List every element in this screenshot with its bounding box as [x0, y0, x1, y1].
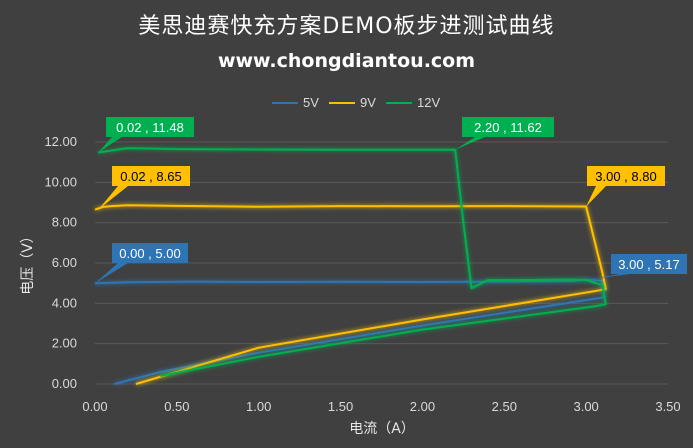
x-tick-label: 2.50 [492, 399, 517, 414]
callout-pointer [455, 137, 485, 150]
callout-label: 3.00 , 8.80 [595, 169, 656, 184]
series-line-5V [94, 278, 606, 385]
callout-box [611, 254, 687, 274]
callout-label: 0.00 , 5.00 [119, 246, 180, 261]
x-tick-label: 1.50 [328, 399, 353, 414]
chart-subtitle: www.chongdiantou.com [217, 50, 476, 72]
legend-entry-9V: 9V [360, 95, 376, 110]
callout-box [462, 117, 554, 137]
callout-box [112, 243, 188, 263]
x-tick-label: 2.00 [410, 399, 435, 414]
gridlines [95, 141, 668, 385]
x-tick-label: 3.00 [573, 399, 598, 414]
axis-ticks: 0.00 2.00 4.00 6.00 8.00 10.00 12.00 0.00 0.50 1.… [44, 134, 680, 414]
callout-label: 0.02 , 11.48 [116, 120, 184, 135]
callout-pointer [586, 186, 606, 207]
legend: 5V 9V 12V [272, 95, 440, 110]
callout-pointer [586, 274, 630, 280]
x-tick-label: 0.00 [82, 399, 107, 414]
callout-label: 0.02 , 8.65 [120, 169, 181, 184]
callout-5V: 0.00 , 5.00 [95, 243, 188, 284]
y-tick-label: 2.00 [52, 336, 77, 351]
x-tick-label: 0.50 [164, 399, 189, 414]
y-tick-label: 4.00 [52, 295, 77, 310]
series-line-9V [94, 204, 607, 385]
callout-12V: 0.02 , 11.48 [98, 117, 194, 153]
callout-pointer [98, 186, 128, 210]
legend-entry-5V: 5V [303, 95, 319, 110]
callout-box [587, 166, 665, 186]
y-axis-label: 电压（V） [20, 229, 36, 295]
callout-pointer [98, 137, 122, 153]
y-tick-label: 8.00 [52, 215, 77, 230]
callout-12V: 2.20 , 11.62 [455, 117, 554, 150]
y-tick-label: 12.00 [44, 134, 77, 149]
y-tick-label: 6.00 [52, 255, 77, 270]
x-tick-label: 3.50 [655, 399, 680, 414]
callout-box [106, 117, 194, 137]
callout-pointer [95, 263, 128, 284]
callout-5V: 3.00 , 5.17 [586, 254, 687, 280]
x-tick-label: 1.00 [246, 399, 271, 414]
data-callouts: 0.02 , 11.48 2.20 , 11.62 0.02 , 8.65 3.00 … [95, 117, 687, 284]
y-tick-label: 0.00 [52, 376, 77, 391]
callout-9V: 3.00 , 8.80 [586, 166, 665, 207]
callout-9V: 0.02 , 8.65 [98, 166, 190, 210]
callout-box [112, 166, 190, 186]
legend-entry-12V: 12V [417, 95, 440, 110]
x-axis-label: 电流（A） [349, 421, 415, 437]
chart-title: 美思迪赛快充方案DEMO板步进测试曲线 [138, 14, 555, 39]
callout-label: 3.00 , 5.17 [618, 257, 679, 272]
series-lines [94, 147, 607, 385]
y-tick-label: 10.00 [44, 174, 77, 189]
series-line-12V [98, 147, 607, 377]
callout-label: 2.20 , 11.62 [474, 120, 542, 135]
